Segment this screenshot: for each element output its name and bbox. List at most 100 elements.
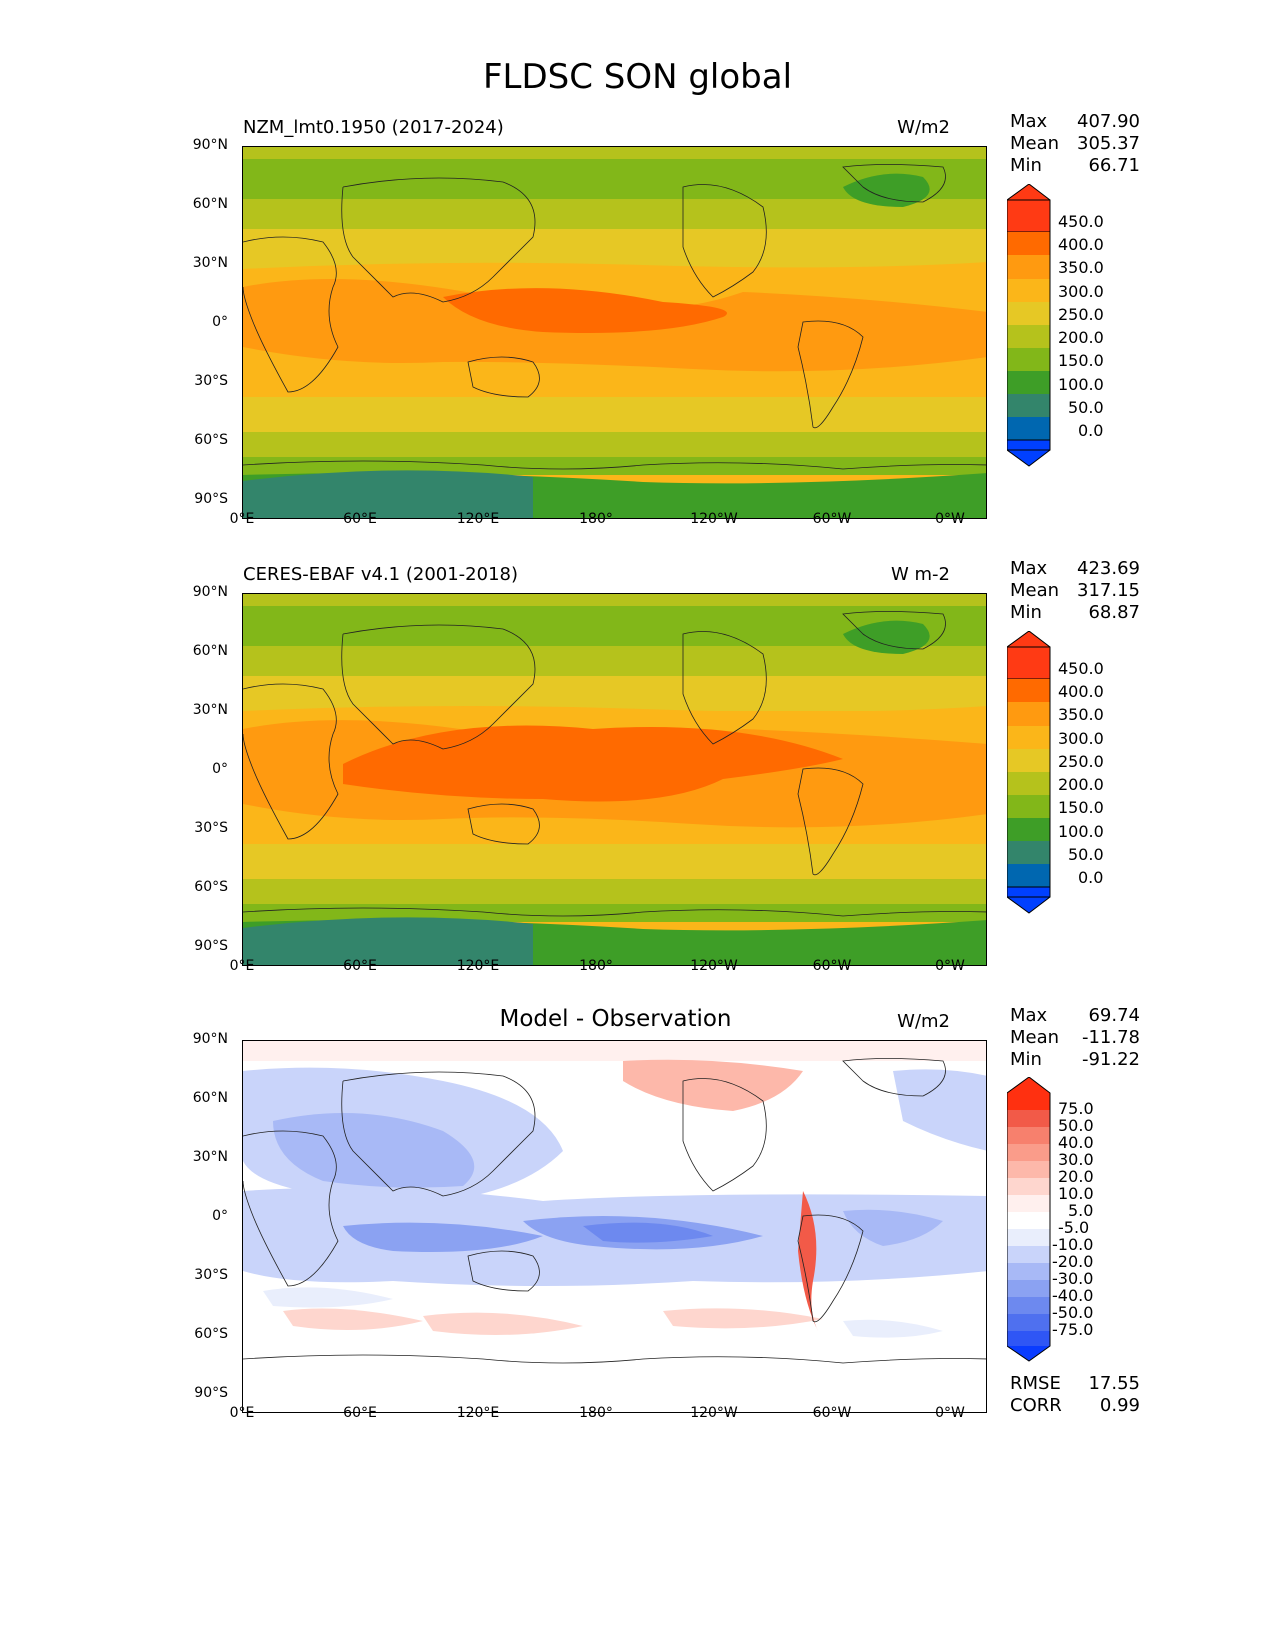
- field-band: [623, 1059, 803, 1111]
- field-band: [263, 1287, 393, 1308]
- colorbar-label: 450.0: [1058, 212, 1104, 231]
- field-band: [663, 1308, 823, 1329]
- colorbar-bin: [1007, 1077, 1050, 1110]
- stat-label: Mean: [1010, 133, 1060, 154]
- colorbar: [1007, 631, 1051, 914]
- colorbar-bin: [1007, 1246, 1050, 1263]
- colorbar-label: 100.0: [1058, 822, 1104, 841]
- field-band: [243, 594, 986, 606]
- coastlines: [243, 164, 986, 470]
- colorbar-label: 300.0: [1058, 729, 1104, 748]
- stat-label: Mean: [1010, 1027, 1060, 1048]
- lat-tick: 90°S: [194, 1385, 228, 1401]
- lat-tick: 30°S: [194, 1267, 228, 1283]
- coastlines: [243, 611, 986, 917]
- panel-units: W/m2: [897, 1011, 950, 1032]
- colorbar-bin: [1007, 1178, 1050, 1195]
- field-band: [843, 1209, 943, 1246]
- lon-tick: 120°E: [456, 511, 500, 527]
- colorbar-label: 400.0: [1058, 682, 1104, 701]
- colorbar: [1007, 184, 1051, 467]
- lon-tick: 180°: [579, 511, 613, 527]
- colorbar-label: 300.0: [1058, 282, 1104, 301]
- lon-tick: 0°E: [229, 1405, 255, 1421]
- colorbar-label: -75.0: [1052, 1320, 1094, 1339]
- colorbar-bin: [1007, 1212, 1050, 1229]
- colorbar-bin: [1007, 184, 1051, 233]
- field-band: [243, 432, 986, 457]
- lat-tick: 60°S: [194, 1326, 228, 1342]
- stat-rmse: 17.55: [1088, 1373, 1140, 1394]
- map-svg: [243, 147, 986, 518]
- panel-stats: Max 423.69 Mean 317.15 Min 68.87: [1010, 558, 1140, 624]
- panel-units: W m-2: [890, 564, 950, 585]
- colorbar-label: 200.0: [1058, 775, 1104, 794]
- lon-tick: 180°: [579, 958, 613, 974]
- lon-tick: 60°W: [812, 1405, 852, 1421]
- lat-tick: 30°S: [194, 820, 228, 836]
- colorbar-bin: [1007, 818, 1050, 841]
- lon-tick: 60°E: [343, 1405, 377, 1421]
- colorbar-bin: [1007, 279, 1050, 302]
- coastlines: [243, 1058, 986, 1364]
- colorbar-bin: [1007, 371, 1050, 394]
- colorbar-label: -50.0: [1052, 1303, 1094, 1322]
- colorbar-label: 20.0: [1058, 1167, 1094, 1186]
- lon-tick: 60°W: [812, 511, 852, 527]
- stat-label: Min: [1010, 602, 1042, 623]
- stat-mean: 305.37: [1077, 133, 1140, 154]
- colorbar-bin: [1007, 348, 1050, 371]
- lat-tick: 0°: [212, 761, 228, 777]
- colorbar-label: 400.0: [1058, 235, 1104, 254]
- field-band: [423, 1312, 583, 1335]
- colorbar-bin: [1007, 795, 1050, 818]
- error-stats: RMSE 17.55 CORR 0.99: [1010, 1373, 1140, 1417]
- lon-tick: 180°: [579, 1405, 613, 1421]
- lon-tick: 0°E: [229, 511, 255, 527]
- lat-tick: 30°N: [192, 1149, 228, 1165]
- map-svg: [243, 1041, 986, 1412]
- colorbar-bin: [1007, 1161, 1050, 1178]
- colorbar-label: -40.0: [1052, 1286, 1094, 1305]
- stat-label: Mean: [1010, 580, 1060, 601]
- field-band: [243, 1041, 986, 1061]
- colorbar-label: 0.0: [1078, 868, 1104, 887]
- colorbar-bin: [1007, 631, 1051, 680]
- colorbar-bin: [1007, 772, 1050, 795]
- colorbar-label: 250.0: [1058, 305, 1104, 324]
- colorbar-bin: [1007, 1331, 1050, 1346]
- lon-tick: 60°E: [343, 958, 377, 974]
- lat-tick: 90°N: [192, 137, 228, 153]
- field-band: [343, 1222, 543, 1252]
- lon-tick: 0°W: [935, 958, 965, 974]
- colorbar-bin: [1007, 726, 1050, 749]
- stat-max: 69.74: [1088, 1005, 1140, 1026]
- colorbar-label: 10.0: [1058, 1184, 1094, 1203]
- colorbar-label: -30.0: [1052, 1269, 1094, 1288]
- stat-label: Min: [1010, 1049, 1042, 1070]
- panel-left-title: CERES-EBAF v4.1 (2001-2018): [243, 564, 519, 585]
- colorbar-bin: [1007, 1346, 1050, 1361]
- colorbar-label: 50.0: [1058, 1116, 1094, 1135]
- colorbar-bin: [1007, 702, 1050, 726]
- field-band: [243, 844, 986, 879]
- field-band: [243, 457, 986, 475]
- lon-tick: 0°E: [229, 958, 255, 974]
- lat-tick: 90°S: [194, 938, 228, 954]
- colorbar-bin: [1007, 302, 1050, 325]
- stat-max: 423.69: [1077, 558, 1140, 579]
- map-svg: [243, 594, 986, 965]
- map-plot-area: [242, 146, 987, 519]
- lat-tick: 30°S: [194, 373, 228, 389]
- lon-tick: 120°W: [690, 958, 738, 974]
- field-band: [798, 1191, 818, 1331]
- colorbar: [1007, 1077, 1051, 1362]
- colorbar-bin: [1007, 841, 1050, 864]
- stat-label: RMSE: [1010, 1373, 1061, 1394]
- field-band: [243, 646, 986, 676]
- colorbar-bin: [1007, 439, 1051, 467]
- lat-tick: 90°S: [194, 491, 228, 507]
- colorbar-bin: [1007, 1229, 1050, 1246]
- stat-label: Max: [1010, 558, 1048, 579]
- lon-tick: 60°W: [812, 958, 852, 974]
